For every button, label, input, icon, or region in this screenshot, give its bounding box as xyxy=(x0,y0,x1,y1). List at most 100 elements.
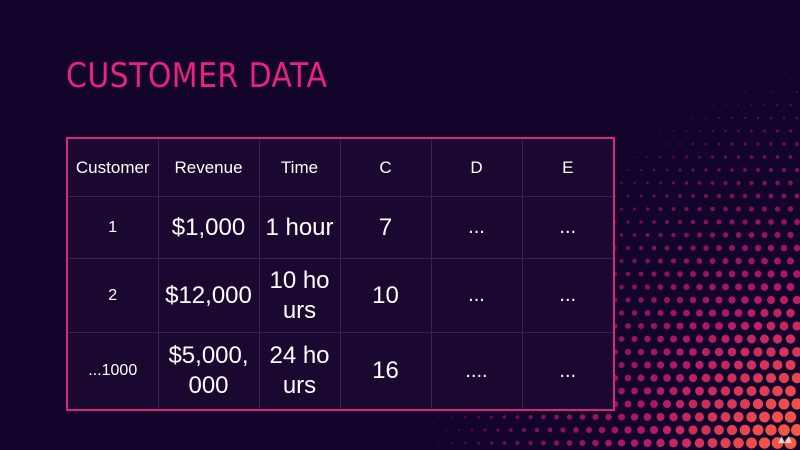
halftone-dot xyxy=(743,168,747,172)
halftone-dot xyxy=(657,284,664,290)
halftone-dot xyxy=(632,207,637,211)
halftone-dot xyxy=(664,245,670,251)
halftone-dot xyxy=(736,180,741,186)
halftone-dot xyxy=(541,440,546,446)
halftone-dot xyxy=(788,180,793,186)
halftone-dot xyxy=(626,168,630,172)
halftone-dot xyxy=(715,296,723,304)
halftone-dot xyxy=(741,244,749,252)
halftone-dot xyxy=(626,246,630,250)
halftone-dot xyxy=(720,386,731,396)
halftone-dot xyxy=(619,233,624,237)
halftone-dot xyxy=(627,143,629,145)
halftone-dot xyxy=(720,412,731,422)
halftone-dot xyxy=(457,428,461,432)
halftone-dot xyxy=(652,168,656,172)
halftone-dot xyxy=(676,296,684,304)
halftone-dot xyxy=(752,424,764,436)
halftone-dot xyxy=(709,283,716,291)
halftone-dot xyxy=(756,168,760,172)
halftone-dot xyxy=(723,181,728,185)
halftone-dot xyxy=(638,271,644,277)
halftone-dot xyxy=(464,415,467,419)
halftone-dot xyxy=(646,130,649,132)
halftone-dot xyxy=(669,438,678,448)
halftone-dot xyxy=(767,270,775,278)
halftone-dot xyxy=(785,385,796,397)
halftone-dot xyxy=(701,399,711,409)
halftone-dot xyxy=(691,142,695,146)
halftone-dot xyxy=(736,206,741,212)
halftone-dot xyxy=(716,245,722,251)
cell-d: ... xyxy=(430,258,523,333)
halftone-dot xyxy=(702,296,710,304)
halftone-dot xyxy=(768,193,774,199)
halftone-dot xyxy=(611,426,619,434)
halftone-dot xyxy=(793,270,800,278)
halftone-dot xyxy=(644,284,651,290)
halftone-dot xyxy=(670,309,677,317)
halftone-dot xyxy=(644,335,651,343)
halftone-dot xyxy=(692,117,694,119)
halftone-dot xyxy=(691,168,695,172)
halftone-dot xyxy=(649,425,659,435)
halftone-dot xyxy=(724,104,727,106)
halftone-dot xyxy=(787,231,794,239)
halftone-dot xyxy=(749,180,754,186)
halftone-dot xyxy=(742,193,748,199)
halftone-dot xyxy=(792,347,800,357)
halftone-dot xyxy=(675,425,685,435)
halftone-dot xyxy=(760,334,769,344)
halftone-dot xyxy=(779,347,789,357)
halftone-dot xyxy=(729,219,735,225)
halftone-dot xyxy=(585,426,593,434)
halftone-dot xyxy=(676,374,684,382)
halftone-dot xyxy=(678,168,682,172)
halftone-dot xyxy=(737,129,740,133)
halftone-dot xyxy=(650,400,658,408)
halftone-dot xyxy=(784,436,797,450)
halftone-dot xyxy=(746,360,757,370)
halftone-dot xyxy=(743,142,747,146)
halftone-dot xyxy=(748,232,755,238)
halftone-dot xyxy=(663,322,671,330)
halftone-dot xyxy=(679,117,681,119)
halftone-dot xyxy=(675,399,685,409)
halftone-dot xyxy=(778,372,790,384)
halftone-dot xyxy=(677,219,683,225)
halftone-dot xyxy=(718,91,720,93)
halftone-dot xyxy=(684,206,689,212)
halftone-dot xyxy=(723,155,728,159)
halftone-dot xyxy=(656,438,665,448)
halftone-dot xyxy=(715,322,723,330)
cell-customer: 2 xyxy=(66,258,159,333)
halftone-dot xyxy=(703,219,709,225)
halftone-dot xyxy=(696,258,703,264)
halftone-dot xyxy=(783,91,785,93)
halftone-dot xyxy=(776,103,779,107)
halftone-dot xyxy=(638,323,644,329)
halftone-dot xyxy=(695,360,704,370)
halftone-dot xyxy=(625,323,631,329)
cell-d: .... xyxy=(430,332,523,411)
halftone-dot xyxy=(767,296,775,304)
halftone-dot xyxy=(677,271,683,277)
halftone-dot xyxy=(784,411,797,423)
halftone-dot xyxy=(560,427,566,433)
halftone-dot xyxy=(752,398,764,410)
halftone-dot xyxy=(496,428,500,432)
halftone-dot xyxy=(643,439,652,447)
halftone-dot xyxy=(632,233,637,237)
halftone-dot xyxy=(432,429,434,431)
halftone-dot xyxy=(722,232,729,238)
header-c: C xyxy=(339,137,432,197)
halftone-dot xyxy=(744,91,746,93)
halftone-dot xyxy=(445,429,447,431)
halftone-dot xyxy=(721,334,730,344)
halftone-dot xyxy=(772,360,783,370)
halftone-dot xyxy=(785,334,796,344)
halftone-dot xyxy=(711,129,714,133)
halftone-dot xyxy=(664,271,670,277)
halftone-dot xyxy=(619,258,624,264)
table-row: ...1000 $5,000,000 24 hours 16 .... ... xyxy=(66,332,615,411)
